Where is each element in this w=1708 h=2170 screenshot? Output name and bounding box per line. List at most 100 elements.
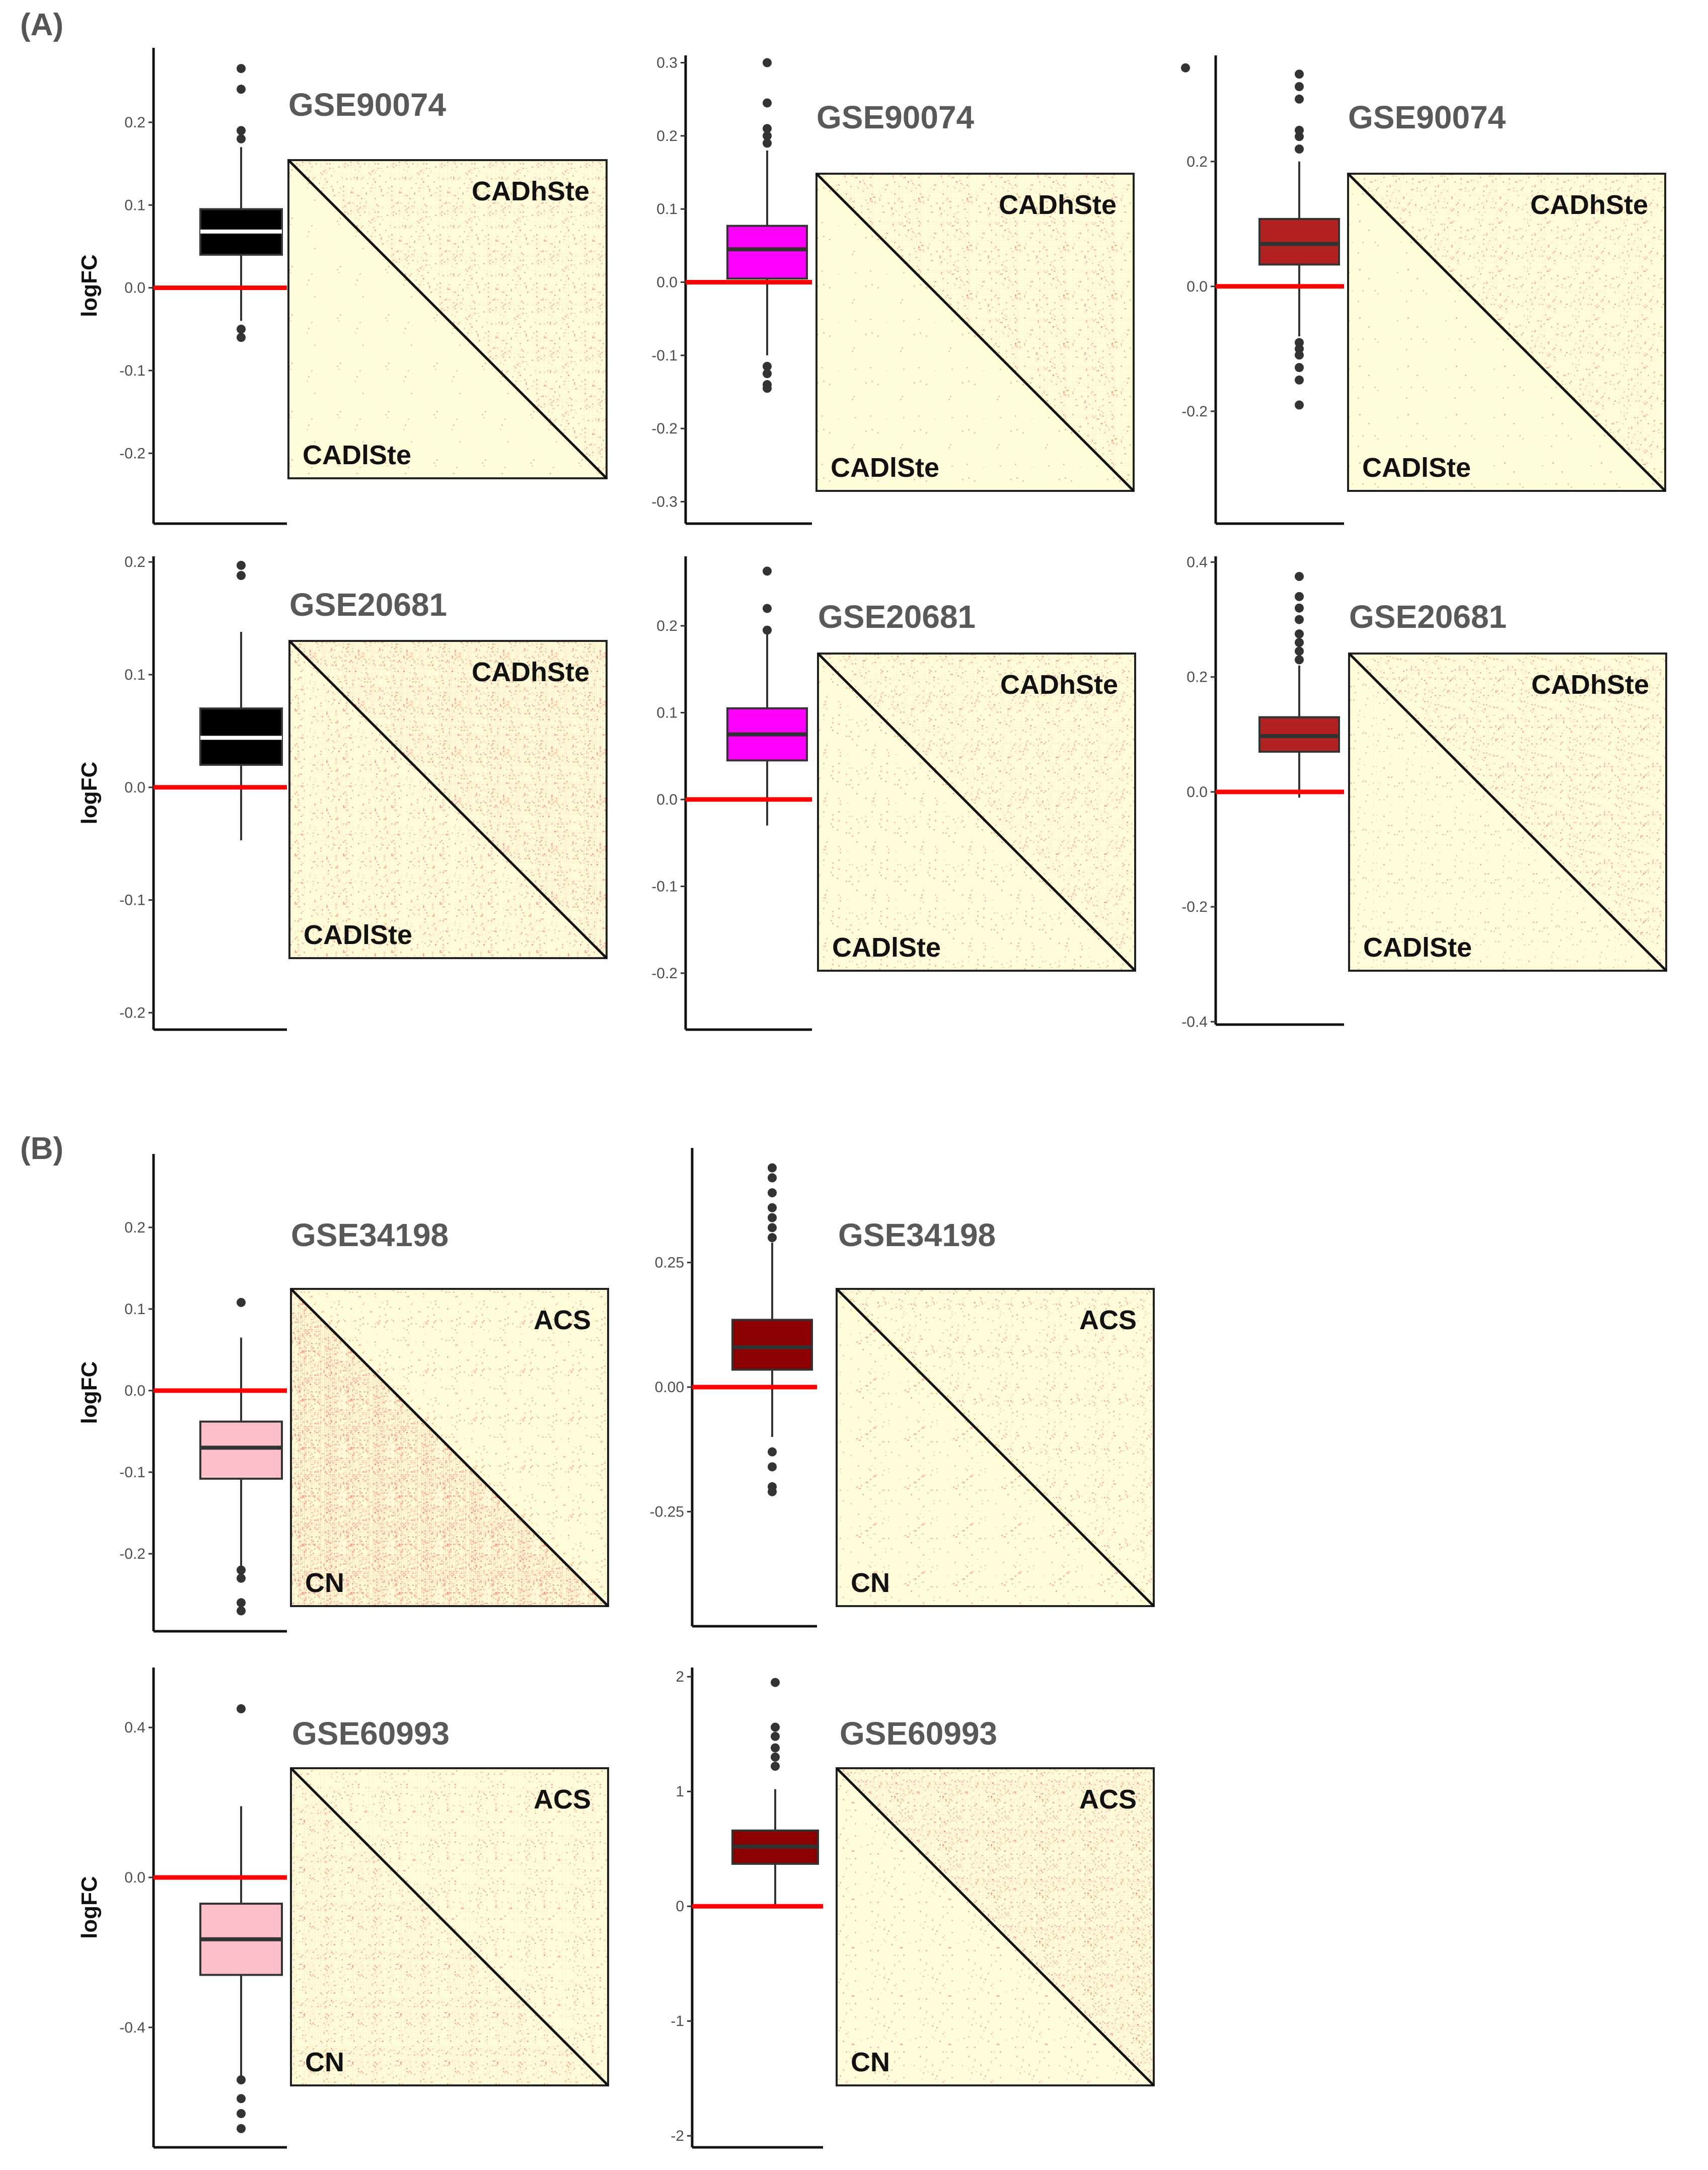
y-tick-label: 0.2 [124, 554, 145, 570]
heatmap-diagonal [288, 640, 608, 959]
outlier-point [1295, 571, 1304, 581]
panel-label-a: (A) [20, 8, 63, 42]
outlier-point [1295, 592, 1304, 601]
outlier-point [768, 1203, 777, 1212]
outlier-point [763, 361, 772, 371]
dataset-title: GSE90074 [1348, 99, 1506, 135]
heatmap-lower-label: CN [305, 1568, 344, 1598]
outlier-point [237, 2094, 246, 2104]
outlier-point [237, 1598, 246, 1608]
heatmap-frame [836, 1288, 1155, 1607]
outlier-point [763, 369, 772, 379]
outlier-point [237, 85, 246, 94]
heatmap-frame [815, 173, 1135, 492]
heatmap-frame [1347, 173, 1666, 492]
box [1258, 218, 1340, 266]
outlier-point [1295, 629, 1304, 639]
heatmap-upper-label: CADhSte [999, 190, 1117, 220]
dataset-title: GSE90074 [288, 87, 447, 123]
outlier-point [237, 1573, 246, 1583]
outlier-point [763, 138, 772, 148]
y-tick-label: -0.2 [651, 420, 678, 437]
chart-A2a: -0.2 -0.1 0.0 0.1 0.2 logFC GSE20681 CADhSte CAD… [77, 554, 608, 1031]
y-tick-label: 2 [676, 1669, 684, 1685]
heatmap-frame [288, 640, 608, 959]
outlier-point [763, 124, 772, 133]
heatmap-frame [287, 159, 608, 479]
dataset-title: GSE90074 [816, 99, 975, 135]
outlier-point [1295, 125, 1304, 135]
outlier-point [768, 1487, 777, 1496]
outlier-point [237, 1565, 246, 1575]
y-tick-label: 0.2 [656, 128, 678, 144]
heatmap-diagonal [815, 173, 1135, 492]
outlier-point [771, 1722, 780, 1732]
heatmap-lower-label: CN [851, 2047, 890, 2077]
outlier-point [1181, 63, 1190, 73]
y-tick-label: 0.0 [124, 779, 145, 796]
heatmap-frame [836, 1767, 1155, 2086]
heatmap-upper-label: CADhSte [1531, 670, 1649, 700]
dataset-title: GSE20681 [1349, 599, 1507, 635]
box [199, 1420, 283, 1480]
chart-A2b: -0.2 -0.1 0.0 0.1 0.2 GSE20681 CADhSte CADlSte [651, 556, 1136, 1031]
y-tick-label: 0.1 [124, 1301, 145, 1318]
y-tick-label: -0.2 [119, 1004, 145, 1021]
outlier-point [768, 1163, 777, 1173]
outlier-point [768, 1233, 777, 1243]
panel-label-b: (B) [20, 1131, 63, 1166]
heatmap-frame [817, 653, 1136, 972]
outlier-point [1295, 94, 1304, 104]
outlier-point [771, 1752, 780, 1762]
y-tick-label: 0.25 [655, 1255, 684, 1271]
chart-A1b: -0.3 -0.2 -0.1 0.0 0.1 0.2 0.3 GSE90074 CADhSte C… [651, 55, 1135, 525]
plots-layer: -0.2 -0.1 0.0 0.1 0.2 logFC GSE90074 CADhSte CAD… [77, 48, 1667, 2149]
dataset-title: GSE20681 [818, 599, 976, 635]
dataset-title: GSE60993 [292, 1715, 450, 1752]
y-tick-label: -0.1 [119, 363, 145, 379]
y-tick-label: 0.0 [124, 280, 145, 297]
outlier-point [768, 1188, 777, 1198]
y-tick-label: 0.1 [656, 704, 678, 721]
y-tick-label: -0.1 [651, 347, 678, 364]
heatmap-frame [290, 1288, 609, 1607]
outlier-point [1295, 603, 1304, 613]
outlier-point [1295, 338, 1304, 347]
heatmap-diagonal [817, 653, 1136, 972]
outlier-point [1295, 655, 1304, 665]
y-axis-label: logFC [77, 1876, 102, 1939]
heatmap-upper-label: CADhSte [472, 176, 589, 206]
box [726, 225, 808, 280]
y-tick-label: 0.2 [124, 114, 145, 131]
outlier-point [1295, 375, 1304, 385]
outlier-point [1295, 615, 1304, 624]
outlier-point [1295, 344, 1304, 353]
outlier-point [1295, 132, 1304, 141]
y-tick-label: -0.2 [1181, 899, 1208, 915]
outlier-point [1295, 350, 1304, 360]
outlier-point [237, 2109, 246, 2118]
y-tick-label: 0.1 [656, 201, 678, 218]
dataset-title: GSE34198 [291, 1217, 449, 1253]
y-tick-label: 0.0 [124, 1869, 145, 1886]
y-axis-label: logFC [77, 254, 102, 317]
y-tick-label: 0 [676, 1898, 684, 1915]
heatmap-upper-label: ACS [1079, 1305, 1137, 1335]
outlier-point [237, 126, 246, 135]
y-tick-label: 0.2 [656, 618, 678, 634]
y-tick-label: -0.2 [119, 445, 145, 462]
heatmap-upper-label: ACS [534, 1305, 591, 1335]
dataset-title: GSE20681 [289, 587, 447, 623]
dataset-title: GSE34198 [838, 1217, 996, 1253]
chart-B1b: -0.25 0.00 0.25 GSE34198 ACS CN [650, 1148, 1155, 1628]
outlier-point [763, 384, 772, 393]
y-tick-label: -0.3 [651, 493, 678, 510]
heatmap-frame [290, 1767, 609, 2086]
y-tick-label: 1 [676, 1783, 684, 1800]
chart-B2b: -2 -1 0 1 2 GSE60993 ACS CN [671, 1668, 1155, 2149]
outlier-point [763, 625, 772, 635]
outlier-point [237, 2124, 246, 2133]
outlier-point [237, 1704, 246, 1713]
chart-B1a: -0.2 -0.1 0.0 0.1 0.2 logFC GSE34198 ACS CN [77, 1154, 609, 1633]
outlier-point [1295, 144, 1304, 154]
